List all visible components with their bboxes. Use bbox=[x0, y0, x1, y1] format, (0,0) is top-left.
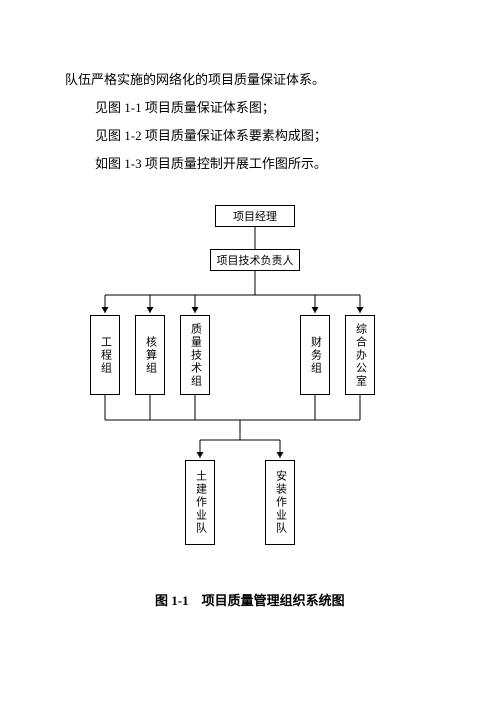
node-t1: 土建作业队 bbox=[185, 460, 215, 545]
figure-caption: 图 1-1 项目质量管理组织系统图 bbox=[155, 590, 345, 609]
node-t2: 安装作业队 bbox=[265, 460, 295, 545]
paragraph-2: 见图 1-1 项目质量保证体系图； bbox=[95, 98, 275, 118]
paragraph-4: 如图 1-3 项目质量控制开展工作图所示。 bbox=[95, 154, 327, 174]
node-g1: 工程组 bbox=[90, 315, 120, 395]
node-g4: 财务组 bbox=[300, 315, 330, 395]
node-g5: 综合办公室 bbox=[345, 315, 375, 395]
node-tech: 项目技术负责人 bbox=[210, 249, 300, 271]
org-chart: 项目经理项目技术负责人工程组核算组质量技术组 财务组综合办公室土建作业队 安装作业队 bbox=[90, 205, 420, 545]
node-g2: 核算组 bbox=[135, 315, 165, 395]
paragraph-1: 队伍严格实施的网络化的项目质量保证体系。 bbox=[65, 70, 325, 90]
node-pm: 项目经理 bbox=[215, 205, 295, 227]
node-g3: 质量技术组 bbox=[180, 315, 210, 395]
page: 队伍严格实施的网络化的项目质量保证体系。 见图 1-1 项目质量保证体系图； 见… bbox=[0, 0, 500, 707]
paragraph-3: 见图 1-2 项目质量保证体系要素构成图； bbox=[95, 126, 327, 146]
